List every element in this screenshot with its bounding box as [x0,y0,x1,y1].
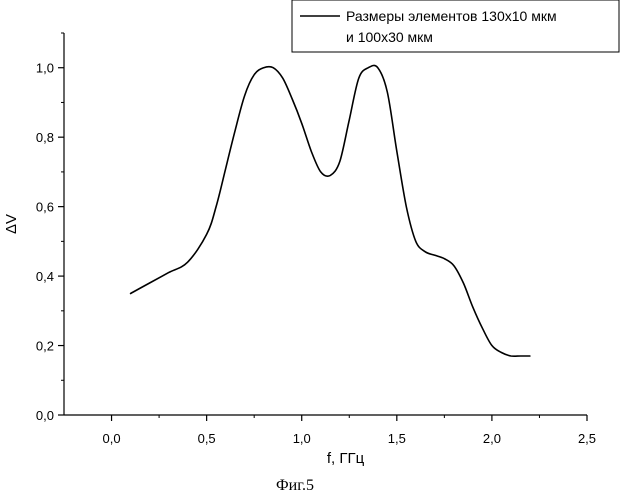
x-tick-label: 1,5 [388,431,406,446]
series-line [131,65,530,356]
legend-text-line-2: и 100х30 мкм [346,29,433,45]
y-tick-label: 0,4 [36,269,54,284]
x-axis-ticks: 0,0 0,5 1,0 1,5 2,0 2,5 [103,415,597,446]
x-tick-label: 0,5 [198,431,216,446]
legend-text-line-1: Размеры элементов 130х10 мкм [346,8,557,24]
y-tick-label: 0,6 [36,200,54,215]
x-tick-label: 0,0 [103,431,121,446]
y-axis-title: ΔV [3,214,20,234]
figure-caption: Фиг.5 [276,477,314,494]
legend: Размеры элементов 130х10 мкм и 100х30 мк… [292,0,619,52]
y-tick-label: 0,2 [36,339,54,354]
x-tick-label: 2,0 [483,431,501,446]
x-axis-title: f, ГГц [327,450,365,467]
x-tick-label: 2,5 [578,431,596,446]
y-tick-label: 1,0 [36,61,54,76]
y-axis-ticks: 0,0 0,2 0,4 0,6 0,8 1,0 [36,33,64,423]
x-tick-label: 1,0 [293,431,311,446]
y-tick-label: 0,8 [36,130,54,145]
y-tick-label: 0,0 [36,408,54,423]
